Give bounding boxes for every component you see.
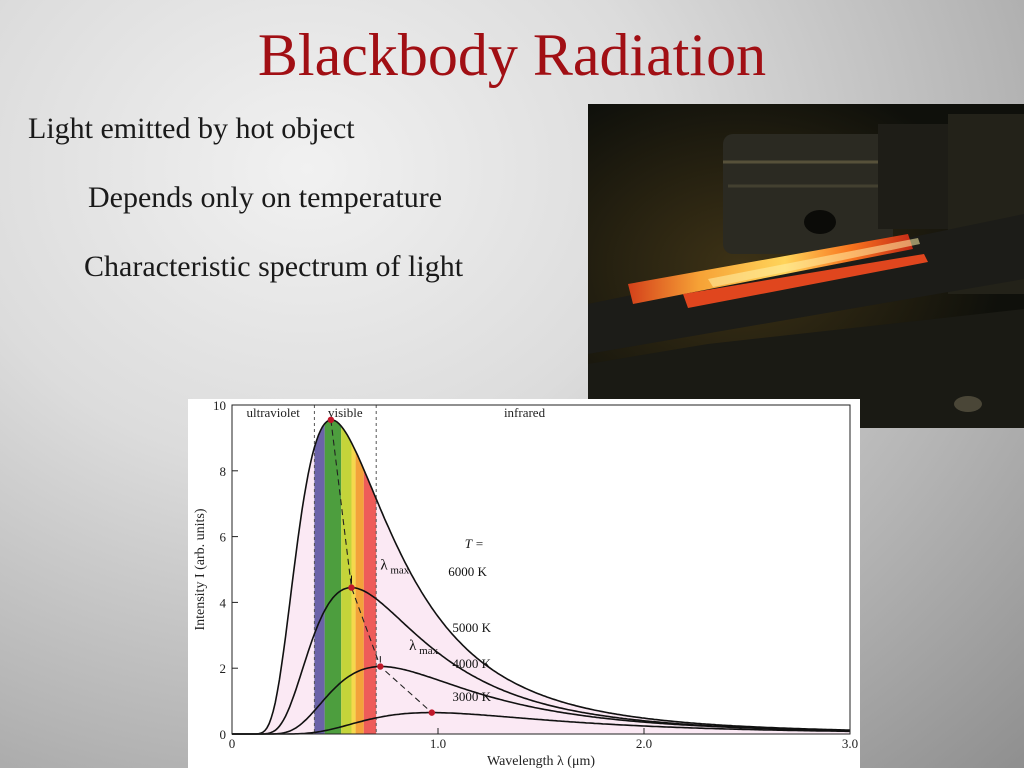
y-tick-label: 6	[220, 530, 227, 545]
lambda-max-label: λ	[380, 558, 388, 574]
peak-marker	[327, 416, 335, 424]
spectrum-band	[341, 419, 352, 734]
plot-frame	[231, 404, 851, 735]
peak-marker	[428, 709, 436, 716]
series-line	[232, 665, 850, 735]
x-tick-label: 0	[229, 736, 236, 751]
lambda-max-label: λ	[409, 638, 417, 654]
spectrum-band	[351, 419, 356, 734]
region-label: infrared	[504, 405, 546, 420]
x-axis-title: Wavelength λ (μm)	[487, 754, 595, 768]
temperature-header: T =	[465, 536, 484, 551]
y-tick-label: 10	[213, 399, 226, 413]
spectrum-band	[324, 419, 342, 734]
series-label: 3000 K	[452, 689, 491, 704]
lambda-max-subscript: max	[419, 645, 438, 657]
y-tick-label: 8	[220, 464, 227, 479]
series-label: 4000 K	[452, 656, 491, 671]
spectrum-band	[363, 419, 377, 734]
spectrum-band	[314, 419, 325, 734]
x-tick-label: 2.0	[636, 736, 652, 751]
series-line	[232, 711, 850, 735]
region-label: visible	[328, 405, 363, 420]
lambda-max-locus	[330, 419, 433, 714]
workbench	[588, 309, 1024, 428]
y-tick-label: 0	[220, 727, 227, 742]
series-label: 5000 K	[452, 620, 491, 635]
series-line	[232, 418, 850, 735]
bullet-depends-temperature: Depends only on temperature	[88, 181, 443, 214]
region-label: ultraviolet	[246, 405, 300, 420]
x-tick-label: 1.0	[430, 736, 446, 751]
y-tick-label: 2	[220, 661, 227, 676]
series-label: 6000 K	[448, 564, 487, 579]
peak-marker	[377, 663, 384, 670]
y-axis-title: Intensity I (arb. units)	[193, 508, 208, 630]
x-tick-label: 3.0	[842, 736, 858, 751]
bullet-characteristic-spectrum: Characteristic spectrum of light	[84, 250, 464, 283]
lambda-max-subscript: max	[390, 565, 409, 577]
spectrum-band	[355, 419, 364, 734]
bullet-hot-object: Light emitted by hot object	[28, 112, 355, 145]
background-machinery	[723, 114, 1024, 294]
hot-metal-photo	[588, 104, 1024, 428]
y-tick-label: 4	[220, 595, 227, 610]
slide-title: Blackbody Radiation	[257, 22, 767, 88]
peak-marker	[348, 584, 355, 591]
envelope-fill	[232, 419, 850, 734]
